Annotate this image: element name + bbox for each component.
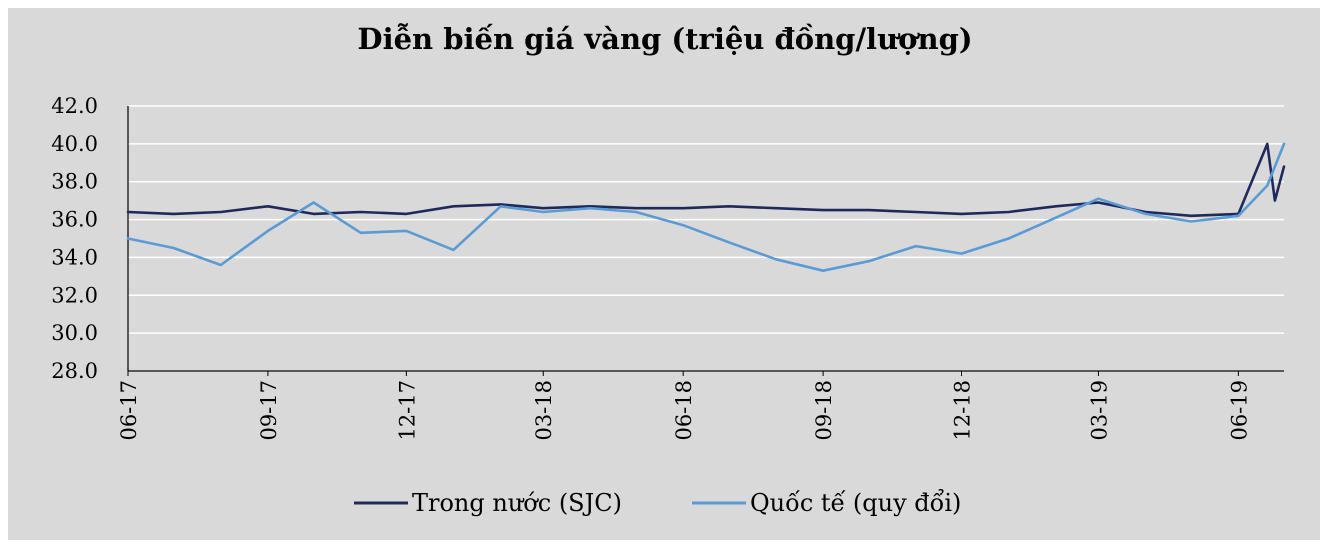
y-tick-label: 32.0 bbox=[51, 283, 98, 307]
x-tick-label: 06-18 bbox=[672, 380, 696, 441]
x-tick-label: 09-17 bbox=[257, 380, 281, 441]
series-lines bbox=[126, 142, 1286, 273]
x-tick-label: 12-17 bbox=[395, 380, 419, 441]
x-tick-label: 03-19 bbox=[1087, 380, 1111, 441]
axes bbox=[127, 106, 1284, 376]
legend-label: Trong nước (SJC) bbox=[412, 489, 622, 517]
x-tick-label: 03-18 bbox=[532, 380, 556, 441]
x-tick-labels: 06-17 09-17 12-17 03-18 06-18 09-18 12-18 03-19… bbox=[117, 380, 1251, 441]
x-tick-label: 06-17 bbox=[117, 380, 141, 441]
y-tick-label: 38.0 bbox=[51, 170, 98, 194]
x-tick-label: 06-19 bbox=[1227, 380, 1251, 441]
series-line-quoc-te bbox=[126, 142, 1286, 273]
legend: Trong nước (SJC) Quốc tế (quy đổi) bbox=[354, 488, 961, 517]
y-tick-label: 34.0 bbox=[51, 245, 98, 269]
gridlines bbox=[128, 105, 1284, 372]
y-tick-labels: 42.0 40.0 38.0 36.0 34.0 32.0 30.0 28.0 bbox=[51, 94, 98, 383]
x-tick-label: 09-18 bbox=[812, 380, 836, 441]
x-tick-label: 12-18 bbox=[951, 380, 975, 441]
chart-background bbox=[8, 8, 1320, 540]
y-tick-label: 36.0 bbox=[51, 208, 98, 232]
legend-label: Quốc tế (quy đổi) bbox=[750, 488, 961, 517]
y-tick-label: 28.0 bbox=[51, 359, 98, 383]
y-tick-label: 30.0 bbox=[51, 321, 98, 345]
y-tick-label: 42.0 bbox=[51, 94, 98, 118]
chart-title: Diễn biến giá vàng (triệu đồng/lượng) bbox=[357, 22, 973, 56]
series-line-trong-nuoc bbox=[126, 142, 1286, 218]
y-tick-label: 40.0 bbox=[51, 132, 98, 156]
